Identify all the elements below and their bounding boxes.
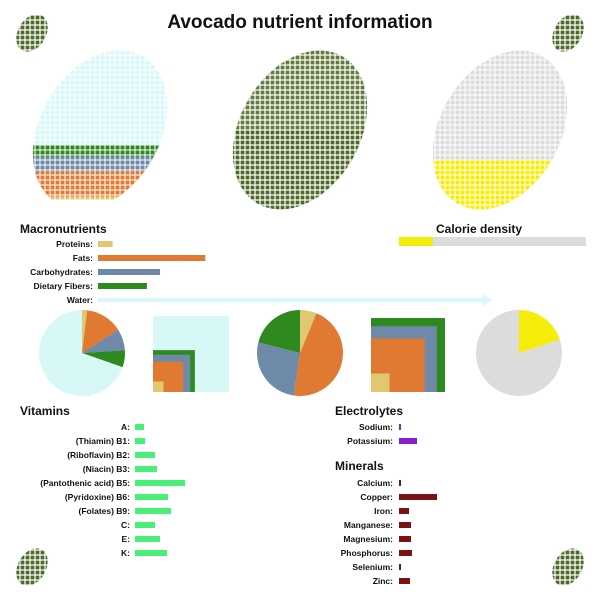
vitamins-heading: Vitamins [20, 404, 70, 418]
mineral-bar [399, 494, 437, 500]
vitamin-label: E: [121, 534, 131, 544]
avocado-icon-bottom-right [545, 542, 591, 592]
vitamin-bar [135, 522, 155, 528]
mineral-label: Selenium: [352, 562, 393, 572]
macro-squares-with-water [153, 316, 229, 392]
vitamin-bar [135, 438, 145, 444]
pie-slice-water [38, 310, 123, 396]
pie-slice-fiber [82, 350, 126, 368]
mineral-bar [399, 522, 411, 528]
mineral-bar [399, 536, 411, 542]
vitamin-label: A: [121, 422, 130, 432]
square-protein [371, 373, 390, 392]
minerals-heading: Minerals [335, 459, 384, 473]
pie-slice-fat [82, 310, 119, 353]
pie-slice-protein [300, 310, 317, 353]
pie-slice-protein [82, 310, 88, 353]
vitamin-bar [135, 452, 155, 458]
avocado-composition-illustration [5, 40, 195, 200]
mineral-label: Phosphorus: [340, 548, 393, 558]
avocado-calorie-illustration [405, 40, 595, 234]
macro-label-carb: Carbohydrates: [30, 267, 93, 277]
electrolyte-label: Sodium: [359, 422, 393, 432]
mineral-label: Iron: [374, 506, 393, 516]
vitamin-bar [135, 424, 144, 430]
vitamin-bar [135, 536, 160, 542]
mineral-label: Zinc: [372, 576, 393, 586]
vitamin-bar [135, 494, 168, 500]
macro-bar-fat [98, 255, 206, 261]
macro-label-protein: Proteins: [56, 239, 93, 249]
vitamin-label: (Niacin) B3: [82, 464, 130, 474]
mineral-bar [399, 564, 401, 570]
vitamin-label: (Pyridoxine) B6: [64, 492, 130, 502]
calorie-density-heading: Calorie density [436, 222, 523, 236]
macro-label-fat: Fats: [72, 253, 93, 263]
pie-slice-calorie [519, 310, 560, 353]
electrolyte-label: Potassium: [347, 436, 393, 446]
mineral-bar [399, 508, 409, 514]
mineral-bar [399, 480, 401, 486]
macro-bar-protein [98, 241, 113, 247]
macro-bar-fiber [98, 283, 147, 289]
calorie-density-bar [399, 237, 433, 246]
vitamin-label: (Pantothenic acid) B5: [40, 478, 130, 488]
avocado-icon-top-left [9, 8, 55, 58]
mineral-label: Manganese: [343, 520, 393, 530]
macro-pie-with-water [38, 310, 126, 396]
pie-slice-fiber [258, 310, 300, 353]
vitamin-label: C: [121, 520, 130, 530]
macro-squares-solids [371, 318, 445, 392]
pie-slice-fat [293, 313, 343, 397]
avocado-icon-bottom-left [9, 542, 55, 592]
square-protein [153, 381, 164, 392]
calorie-density-pie [476, 310, 563, 397]
macro-bar-water [98, 298, 483, 302]
macro-pie-solids [257, 310, 343, 397]
vitamin-label: K: [121, 548, 130, 558]
mineral-label: Magnesium: [343, 534, 393, 544]
mineral-label: Copper: [360, 492, 393, 502]
electrolyte-bar [399, 424, 401, 430]
pie-slice-rest [476, 310, 563, 397]
electrolyte-bar [399, 438, 417, 444]
page-title: Avocado nutrient information [167, 12, 433, 33]
pie-slice-carb [257, 342, 300, 396]
vitamin-label: (Thiamin) B1: [75, 436, 130, 446]
avocado-whole-illustration [205, 40, 395, 220]
pie-slice-carb [82, 329, 125, 353]
vitamin-label: (Riboflavin) B2: [67, 450, 130, 460]
mineral-bar [399, 550, 412, 556]
electrolytes-heading: Electrolytes [335, 404, 404, 418]
macro-bar-water-arrowhead [482, 294, 493, 306]
macro-bar-carb [98, 269, 161, 275]
macronutrients-heading: Macronutrients [20, 222, 107, 236]
calorie-density-track [399, 237, 586, 246]
vitamin-label: (Folates) B9: [78, 506, 130, 516]
vitamin-bar [135, 508, 171, 514]
macro-label-water: Water: [66, 295, 93, 305]
vitamin-bar [135, 550, 167, 556]
mineral-bar [399, 578, 410, 584]
avocado-icon-top-right [545, 8, 591, 58]
mineral-label: Calcium: [357, 478, 393, 488]
vitamin-bar [135, 480, 185, 486]
macro-label-fiber: Dietary Fibers: [33, 281, 93, 291]
vitamin-bar [135, 466, 157, 472]
